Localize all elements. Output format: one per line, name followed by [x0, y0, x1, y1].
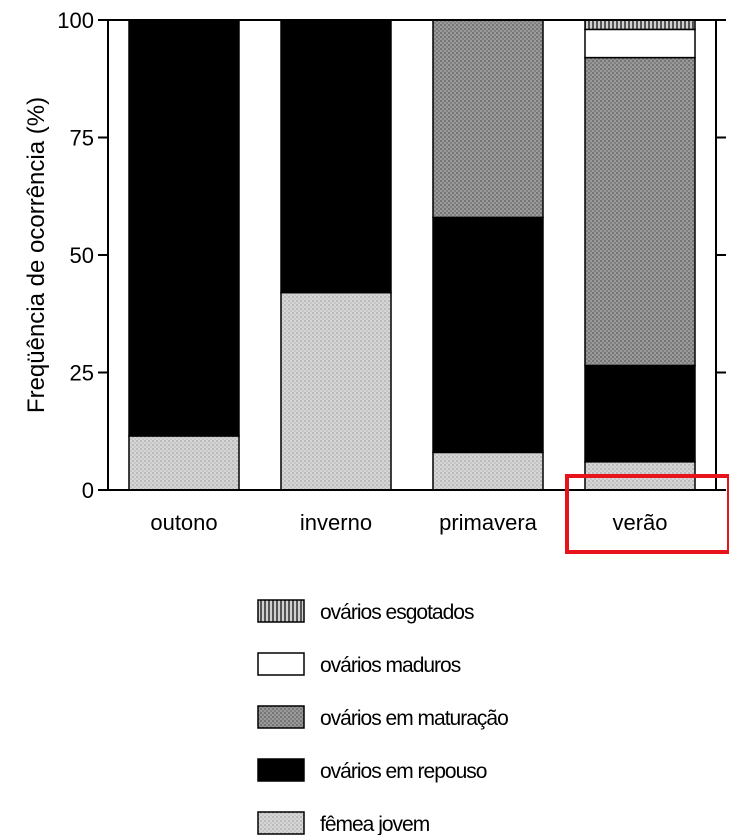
bar-outono-ovarios-em-repouso: [128, 19, 240, 437]
y-axis-title: Freqüência de ocorrência (%): [23, 97, 50, 413]
y-tick-label: 75: [70, 126, 94, 151]
legend-swatch-ovarios-esgotados: [257, 599, 305, 623]
legend: ovários esgotados ovários maduros ovários …: [257, 599, 509, 835]
y-tick-label: 100: [57, 8, 94, 33]
bar-primavera-ovarios-em-repouso: [432, 216, 544, 454]
legend-swatch-ovarios-em-maturacao: [257, 705, 305, 729]
y-ticks-layer: 0 25 50 75 100: [57, 8, 726, 503]
bar-primavera-femea-jovem: [432, 451, 544, 491]
legend-label-ovarios-em-maturacao: ovários em maturação: [320, 707, 508, 730]
y-tick-label: 50: [70, 243, 94, 268]
x-tick-label: verão: [612, 510, 667, 535]
legend-swatch-ovarios-maduros: [257, 652, 305, 676]
legend-label-ovarios-maduros: ovários maduros: [320, 654, 461, 677]
plot-frame: [107, 19, 717, 491]
bar-verao-ovarios-em-maturacao: [584, 56, 696, 367]
bar-verao-ovarios-esgotados: [584, 19, 696, 31]
y-tick-label: 25: [70, 361, 94, 386]
x-tick-label: primavera: [439, 510, 538, 535]
legend-label-femea-jovem: fêmea jovem: [320, 813, 430, 835]
bar-inverno-ovarios-em-repouso: [280, 19, 392, 294]
legend-label-ovarios-em-repouso: ovários em repouso: [320, 760, 487, 783]
bar-inverno-femea-jovem: [280, 291, 392, 491]
bar-outono-femea-jovem: [128, 435, 240, 491]
legend-swatch-ovarios-em-repouso: [257, 758, 305, 782]
bar-verao-ovarios-maduros: [584, 28, 696, 59]
x-labels-layer: outono inverno primavera verão: [150, 510, 667, 535]
bars-layer: [128, 19, 696, 491]
x-tick-label: inverno: [300, 510, 372, 535]
highlight-box: [565, 474, 729, 554]
legend-label-ovarios-esgotados: ovários esgotados: [320, 601, 474, 624]
y-tick-label: 0: [82, 478, 94, 503]
legend-swatch-femea-jovem: [257, 811, 305, 835]
bar-primavera-ovarios-em-maturacao: [432, 19, 544, 219]
x-tick-label: outono: [150, 510, 217, 535]
bar-verao-ovarios-em-repouso: [584, 364, 696, 463]
